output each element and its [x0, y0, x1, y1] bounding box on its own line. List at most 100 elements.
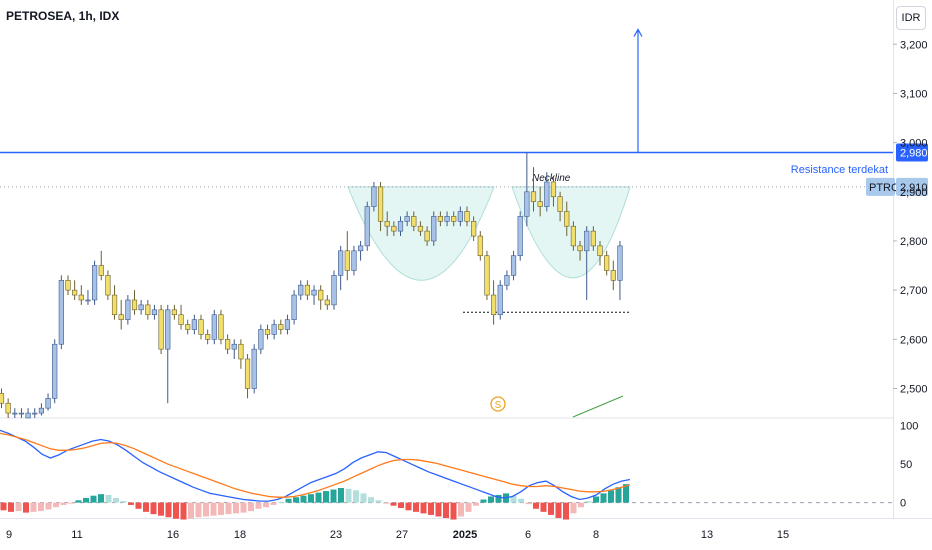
- histogram-bar: [473, 502, 479, 506]
- candle-body: [244, 358, 251, 389]
- histogram-bar: [180, 502, 187, 520]
- candle: [118, 299, 124, 330]
- candle: [364, 201, 370, 251]
- candle-body: [371, 186, 377, 207]
- resistance-tag-bg: [896, 143, 928, 162]
- trend-line: [572, 395, 624, 418]
- candle-body: [557, 196, 563, 212]
- histogram-bar: [443, 502, 449, 518]
- candle-body: [118, 314, 124, 320]
- candle-body: [98, 265, 104, 276]
- candle: [85, 290, 91, 305]
- ticker-tag-bg: [866, 177, 895, 196]
- candle-body: [550, 181, 557, 198]
- histogram-bar: [435, 502, 442, 517]
- resistance-annotation: Resistance terdekat: [791, 164, 888, 176]
- candle-body: [0, 393, 5, 404]
- histogram-bar: [150, 502, 157, 515]
- candle-body: [12, 412, 18, 415]
- candle-body: [351, 250, 357, 271]
- currency-button[interactable]: IDR: [896, 6, 926, 30]
- axes: 2,500 2,600 2,700 2,800 2,900 3,000 3,100 3,200…: [6, 39, 928, 541]
- price-tick-label: 3,200: [900, 39, 928, 51]
- candle-body: [604, 255, 610, 271]
- candle: [397, 216, 404, 237]
- candle: [524, 152, 530, 227]
- histogram-bar: [45, 502, 52, 510]
- histogram-bar: [548, 502, 554, 515]
- candle: [278, 319, 284, 335]
- candle-body: [25, 412, 31, 419]
- candle-body: [424, 230, 430, 242]
- candle: [178, 304, 184, 330]
- histogram-bar: [413, 502, 419, 512]
- histogram-bar: [383, 502, 389, 504]
- candle: [411, 211, 417, 232]
- last-price-tag: PTRO 2,910: [866, 177, 928, 196]
- histogram-bar: [555, 502, 562, 518]
- candle-body: [131, 299, 138, 311]
- histogram-bar: [53, 502, 59, 508]
- candle-body: [151, 309, 158, 316]
- candle: [105, 270, 111, 300]
- histogram-bar: [495, 494, 502, 503]
- histogram-bar: [143, 502, 149, 512]
- candle-body: [158, 309, 164, 350]
- histogram-bar: [23, 502, 29, 513]
- histogram-bar: [83, 498, 89, 503]
- candle-body: [338, 250, 344, 276]
- histogram-bar: [68, 502, 74, 504]
- candle-body: [264, 329, 271, 335]
- candle: [191, 314, 197, 335]
- signal-line: [0, 432, 631, 498]
- price-tick-label: 2,600: [900, 334, 928, 346]
- resistance-price-tag: 2,980: [896, 143, 928, 162]
- histogram-bar: [458, 502, 464, 517]
- candle-body: [377, 186, 384, 222]
- candle-body: [298, 284, 304, 296]
- candle-body: [218, 314, 224, 340]
- candle-body: [517, 216, 523, 257]
- candle-body: [271, 324, 277, 335]
- histogram-bar: [405, 502, 412, 511]
- histogram-bar: [248, 502, 254, 512]
- candle: [5, 398, 11, 418]
- candle: [284, 314, 291, 335]
- histogram-bar: [120, 501, 127, 503]
- histogram-bar: [165, 502, 172, 518]
- candle-body: [211, 314, 217, 340]
- histogram-bar: [113, 498, 119, 503]
- histogram-bar: [75, 500, 82, 503]
- candle-body: [357, 245, 364, 252]
- candle: [238, 339, 244, 369]
- candle: [404, 211, 410, 227]
- candle: [205, 329, 211, 345]
- candle: [484, 250, 490, 300]
- chart-title: PETROSEA, 1h, IDX: [6, 9, 120, 23]
- candle: [198, 314, 204, 340]
- candle: [391, 221, 397, 237]
- candle: [344, 231, 350, 281]
- candle: [537, 186, 543, 217]
- neckline-annotation: Neckline: [532, 173, 571, 184]
- candle: [530, 167, 537, 212]
- histogram-bar: [188, 502, 194, 519]
- histogram-bar: [450, 502, 457, 520]
- candle: [25, 408, 31, 419]
- histogram-bar: [323, 491, 329, 503]
- candle: [590, 226, 596, 251]
- candle: [604, 250, 610, 276]
- candle-body: [178, 314, 184, 325]
- time-tick-label: 11: [71, 529, 82, 541]
- candle-body: [58, 280, 64, 345]
- price-tick-label: 3,000: [900, 138, 928, 150]
- candle-body: [391, 225, 397, 232]
- histogram-bar: [278, 501, 284, 503]
- candle-body: [471, 220, 477, 237]
- histogram-bar: [465, 502, 472, 512]
- candle: [610, 260, 616, 291]
- candle: [151, 304, 158, 320]
- candle: [490, 280, 497, 325]
- candle-body: [92, 265, 98, 301]
